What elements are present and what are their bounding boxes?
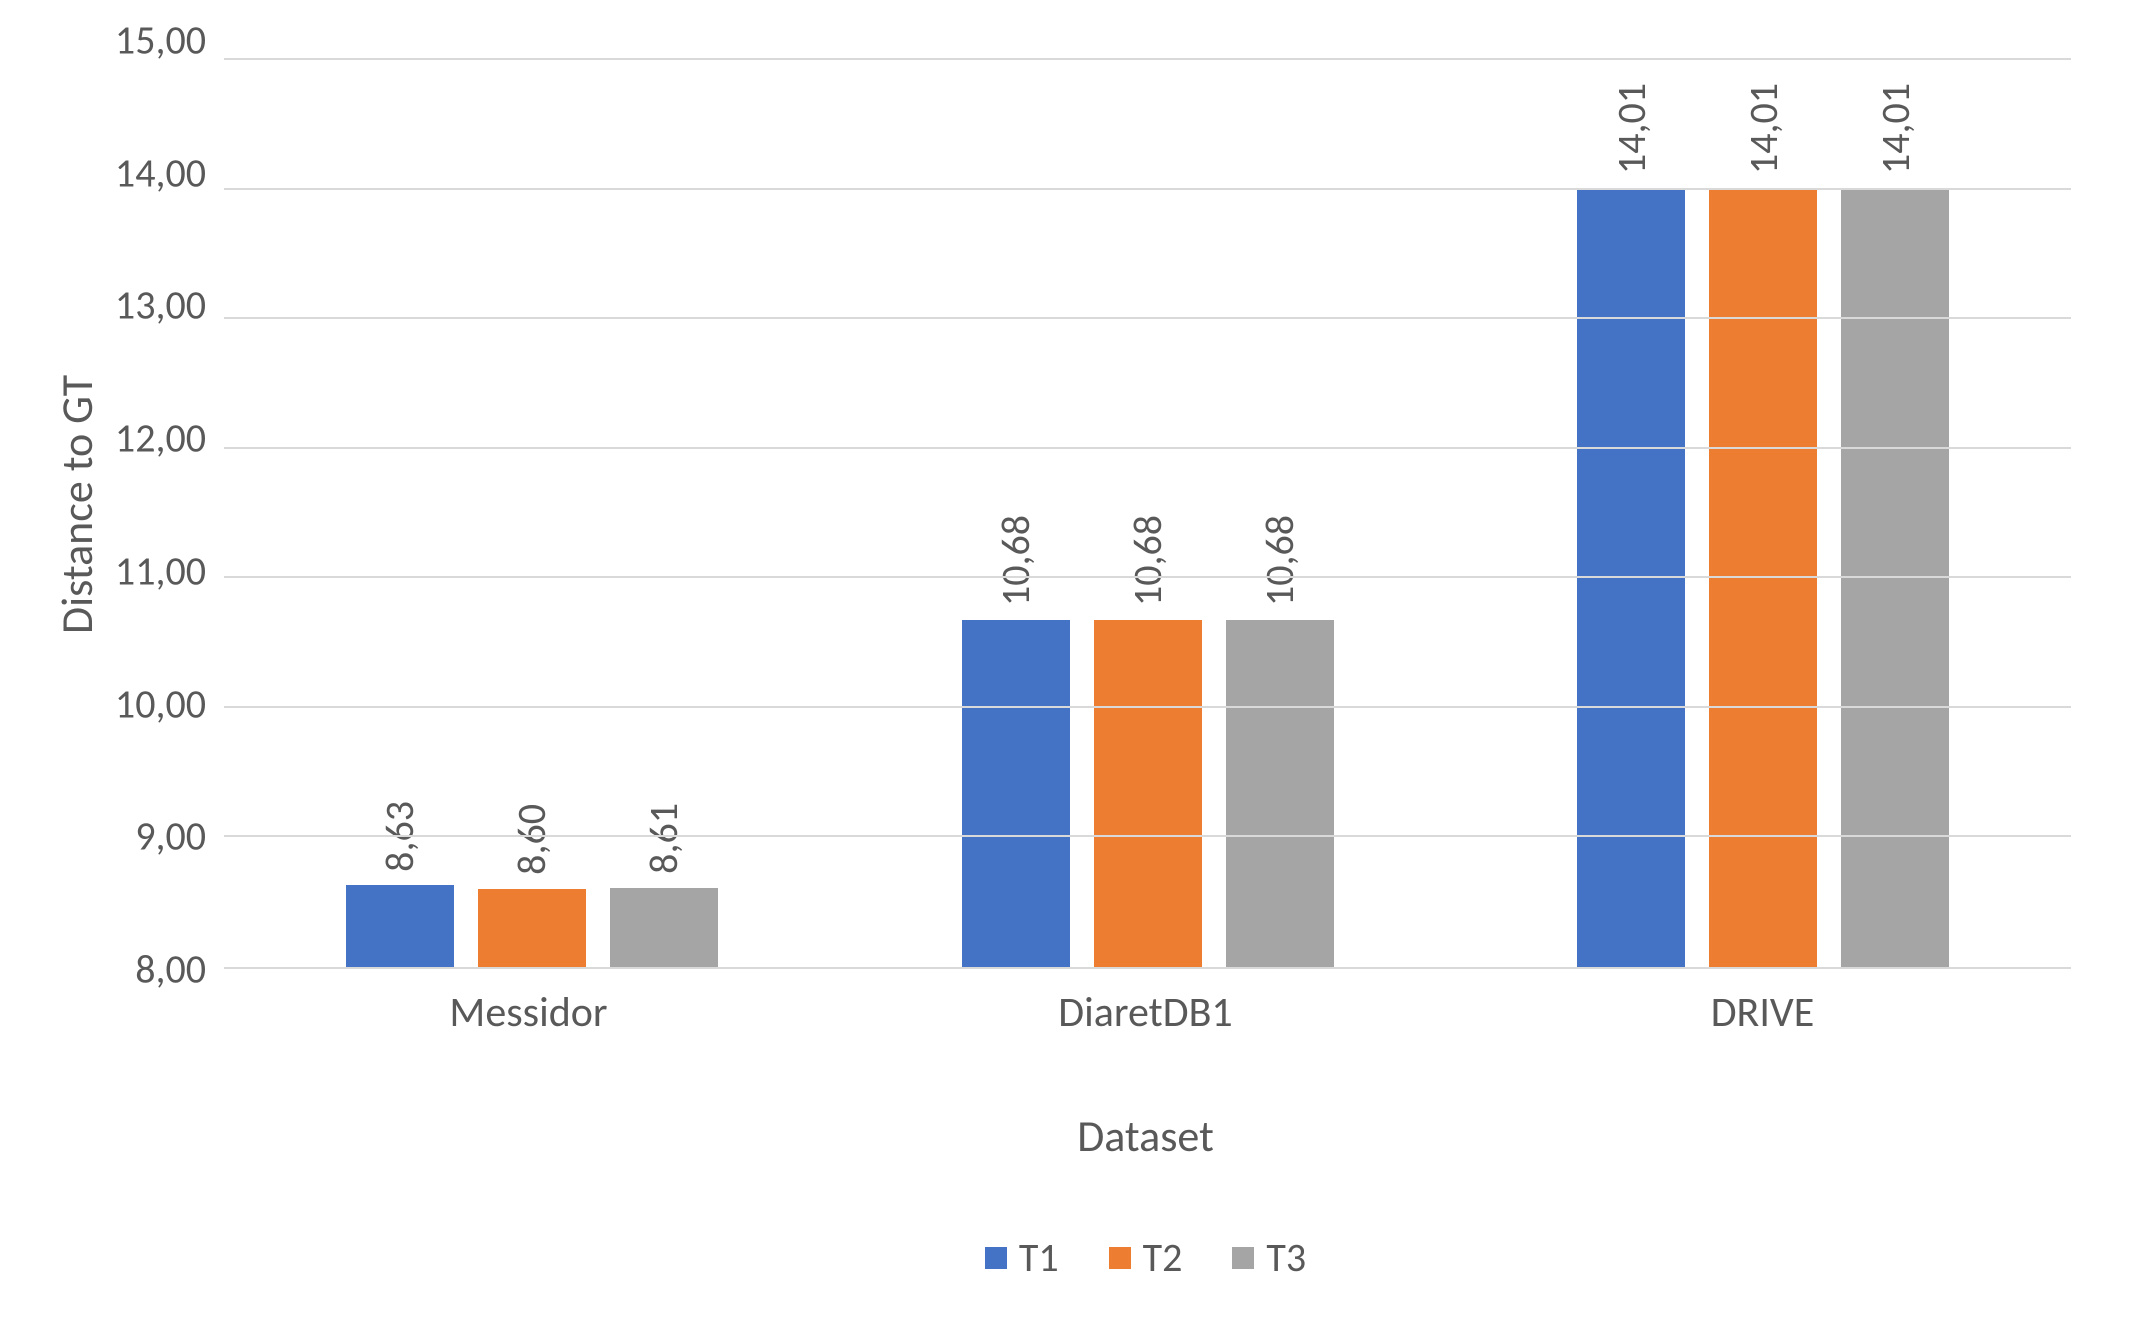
bar-wrap: 10,68 bbox=[962, 60, 1070, 967]
legend-label: T1 bbox=[1019, 1233, 1059, 1282]
bar-value-label: 10,68 bbox=[1255, 515, 1304, 606]
x-axis-label: Dataset bbox=[220, 1109, 2071, 1203]
y-tick: 12,00 bbox=[106, 414, 206, 463]
gridline bbox=[224, 576, 2071, 578]
y-tick: 9,00 bbox=[106, 812, 206, 861]
bar-value-label: 8,61 bbox=[639, 803, 688, 874]
gridline bbox=[224, 58, 2071, 60]
bar-wrap: 14,01 bbox=[1841, 60, 1949, 967]
bar-value-label: 14,01 bbox=[1871, 83, 1920, 174]
x-tick: DiaretDB1 bbox=[837, 969, 1454, 1109]
bar-value-label: 10,68 bbox=[1123, 515, 1172, 606]
y-axis-label: Distance to GT bbox=[40, 40, 104, 969]
bar-group: 8,63 8,60 8,61 bbox=[224, 60, 840, 967]
y-tick: 14,00 bbox=[106, 148, 206, 197]
bar-wrap: 10,68 bbox=[1094, 60, 1202, 967]
y-tick: 11,00 bbox=[106, 546, 206, 595]
x-axis: MessidorDiaretDB1DRIVE bbox=[220, 969, 2071, 1109]
bar bbox=[478, 889, 586, 967]
y-tick: 10,00 bbox=[106, 679, 206, 728]
legend-swatch bbox=[1109, 1247, 1131, 1269]
y-tick: 15,00 bbox=[106, 16, 206, 65]
bar-wrap: 8,63 bbox=[346, 60, 454, 967]
bar-wrap: 10,68 bbox=[1226, 60, 1334, 967]
bar-value-label: 14,01 bbox=[1607, 83, 1656, 174]
gridline bbox=[224, 188, 2071, 190]
bar-wrap: 14,01 bbox=[1709, 60, 1817, 967]
bar bbox=[346, 885, 454, 967]
bar bbox=[1226, 620, 1334, 967]
x-tick: DRIVE bbox=[1454, 969, 2071, 1109]
bar-wrap: 14,01 bbox=[1577, 60, 1685, 967]
legend-item: T1 bbox=[985, 1233, 1059, 1282]
bar-value-label: 10,68 bbox=[991, 515, 1040, 606]
bar-chart: Distance to GT 8,00 9,00 10,00 11,00 12,00 13… bbox=[40, 40, 2101, 1282]
gridline bbox=[224, 835, 2071, 837]
gridline bbox=[224, 706, 2071, 708]
x-tick: Messidor bbox=[220, 969, 837, 1109]
legend: T1 T2 T3 bbox=[220, 1203, 2071, 1282]
legend-item: T3 bbox=[1232, 1233, 1306, 1282]
legend-label: T3 bbox=[1266, 1233, 1306, 1282]
plot-area: 8,638,608,6110,6810,6810,6814,0114,0114,… bbox=[224, 60, 2071, 969]
chart-body: Distance to GT 8,009,0010,0011,0012,0013… bbox=[40, 40, 2101, 969]
legend-label: T2 bbox=[1143, 1233, 1183, 1282]
bar-wrap: 8,61 bbox=[610, 60, 718, 967]
bar-value-label: 8,60 bbox=[507, 804, 556, 875]
gridline bbox=[224, 317, 2071, 319]
bars-layer: 8,638,608,6110,6810,6810,6814,0114,0114,… bbox=[224, 60, 2071, 967]
y-axis: 8,009,0010,0011,0012,0013,0014,0015,00 bbox=[104, 40, 224, 969]
y-tick: 13,00 bbox=[106, 281, 206, 330]
bar-group: 14,01 14,01 14,01 bbox=[1455, 60, 2071, 967]
bar-wrap: 8,60 bbox=[478, 60, 586, 967]
legend-item: T2 bbox=[1109, 1233, 1183, 1282]
bar-group: 10,68 10,68 10,68 bbox=[840, 60, 1456, 967]
bar bbox=[1094, 620, 1202, 967]
bar bbox=[962, 620, 1070, 967]
legend-swatch bbox=[1232, 1247, 1254, 1269]
legend-swatch bbox=[985, 1247, 1007, 1269]
y-tick: 8,00 bbox=[106, 945, 206, 994]
gridline bbox=[224, 447, 2071, 449]
bar-value-label: 14,01 bbox=[1739, 83, 1788, 174]
bar bbox=[610, 888, 718, 967]
